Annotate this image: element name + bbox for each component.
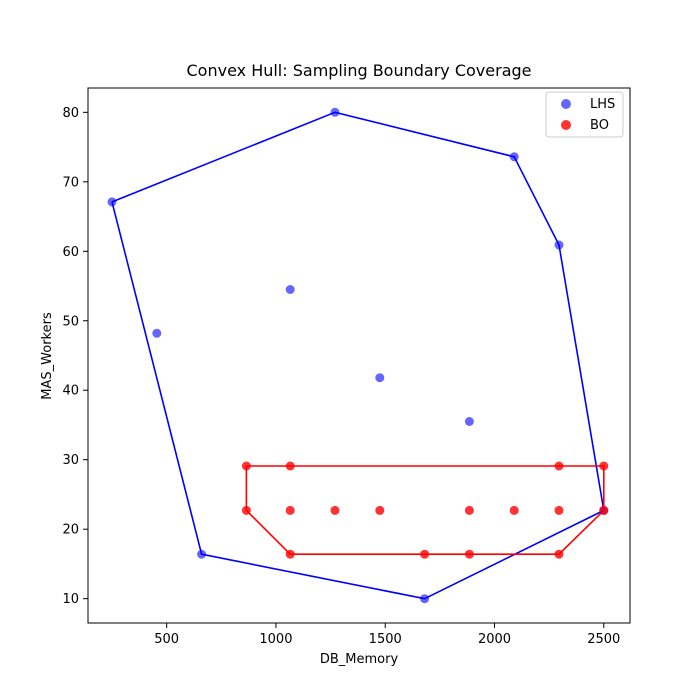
data-point-lhs [330,107,340,117]
hull-line-lhs [111,111,605,600]
x-axis-label: DB_Memory [320,652,399,667]
y-tick-label: 60 [62,245,79,260]
data-point-bo [464,505,474,515]
y-tick-label: 30 [62,453,79,468]
data-point-bo [285,505,295,515]
legend-label-bo: BO [590,118,609,133]
data-point-lhs [420,594,430,604]
y-tick-label: 10 [62,592,79,607]
data-point-bo [509,505,519,515]
data-point-lhs [375,373,385,383]
data-point-lhs [152,328,162,338]
data-point-bo [285,461,295,471]
data-point-lhs [107,197,117,207]
data-point-bo [554,505,564,515]
data-point-bo [375,505,385,515]
data-point-lhs [464,417,474,426]
data-point-bo [599,461,609,471]
data-point-lhs [285,285,295,294]
data-point-bo [554,461,564,471]
legend-marker-bo [561,120,571,130]
y-tick-label: 20 [62,523,79,538]
plot-area [107,107,609,604]
legend-marker-lhs [561,99,571,109]
data-point-lhs [554,240,564,250]
y-axis-label: MAS_Workers [40,312,55,400]
data-point-bo [464,549,474,559]
y-tick-label: 70 [62,175,79,190]
data-point-bo [420,549,430,559]
x-tick-label: 500 [154,632,179,647]
y-tick-label: 50 [62,314,79,329]
chart-title: Convex Hull: Sampling Boundary Coverage [187,61,532,80]
axis-ticks: 500 1000 1500 2000 2500 10 20 30 40 50 60 70 80 [62,106,620,647]
data-point-bo [330,505,340,515]
data-point-bo [554,549,564,559]
data-point-bo [241,505,251,515]
data-point-bo [599,505,609,515]
x-tick-label: 2500 [587,632,620,647]
x-tick-label: 1500 [369,632,402,647]
data-point-lhs [509,152,519,162]
y-tick-label: 40 [62,384,79,399]
data-point-bo [285,549,295,559]
legend-label-lhs: LHS [590,97,615,112]
data-point-bo [241,461,251,471]
data-point-lhs [197,549,207,559]
y-tick-label: 80 [62,106,79,121]
x-tick-label: 1000 [259,632,292,647]
plot-frame [87,87,631,624]
legend: LHS BO [545,91,624,138]
x-tick-label: 2000 [478,632,511,647]
